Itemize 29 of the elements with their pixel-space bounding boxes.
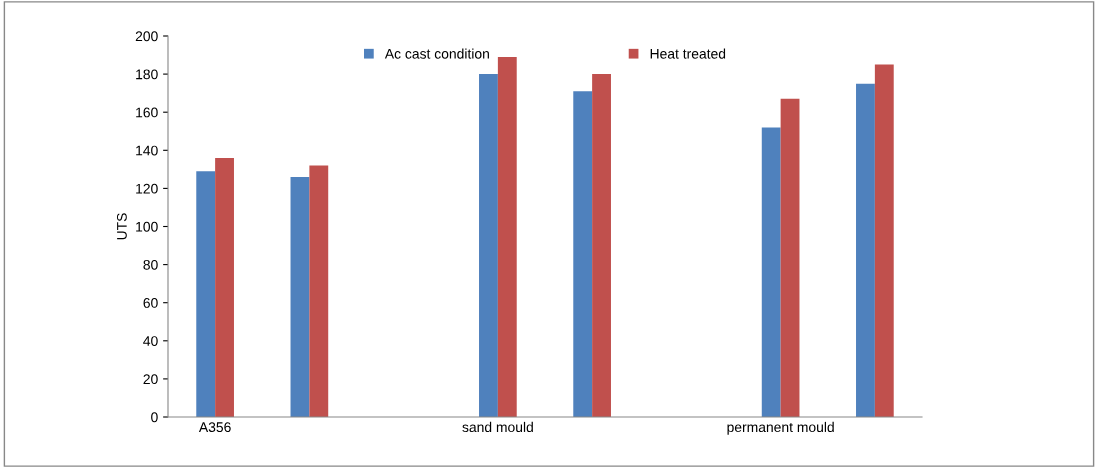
bar <box>215 157 234 417</box>
y-tick-label: 0 <box>151 412 158 423</box>
y-tick-label: 120 <box>136 183 158 194</box>
y-tick-label: 40 <box>143 336 158 346</box>
bar <box>874 64 894 417</box>
y-tick-label: 20 <box>143 374 158 385</box>
bar <box>856 83 875 417</box>
bar <box>592 74 611 417</box>
y-tick-label: 60 <box>143 298 158 308</box>
bar <box>573 91 593 417</box>
y-tick-label: 200 <box>135 31 158 42</box>
bar <box>309 165 329 417</box>
bar <box>196 171 216 417</box>
y-tick-label: 100 <box>136 221 158 232</box>
legend-label: Ac cast condition <box>384 48 489 59</box>
x-tick-label: permanent mould <box>727 421 834 435</box>
y-tick-label: 80 <box>143 259 158 270</box>
bar <box>497 56 517 417</box>
y-axis-title: UTS <box>116 213 127 240</box>
y-tick-label: 180 <box>136 69 158 80</box>
bar <box>290 176 310 417</box>
y-tick-label: 140 <box>136 145 158 156</box>
x-tick-label: sand mould <box>462 421 533 433</box>
bar <box>479 74 498 417</box>
x-tick-label: A356 <box>198 422 231 433</box>
y-tick-label: 160 <box>136 107 158 118</box>
bar <box>761 127 781 417</box>
legend-label: Heat treated <box>650 48 726 59</box>
bar <box>780 98 800 417</box>
